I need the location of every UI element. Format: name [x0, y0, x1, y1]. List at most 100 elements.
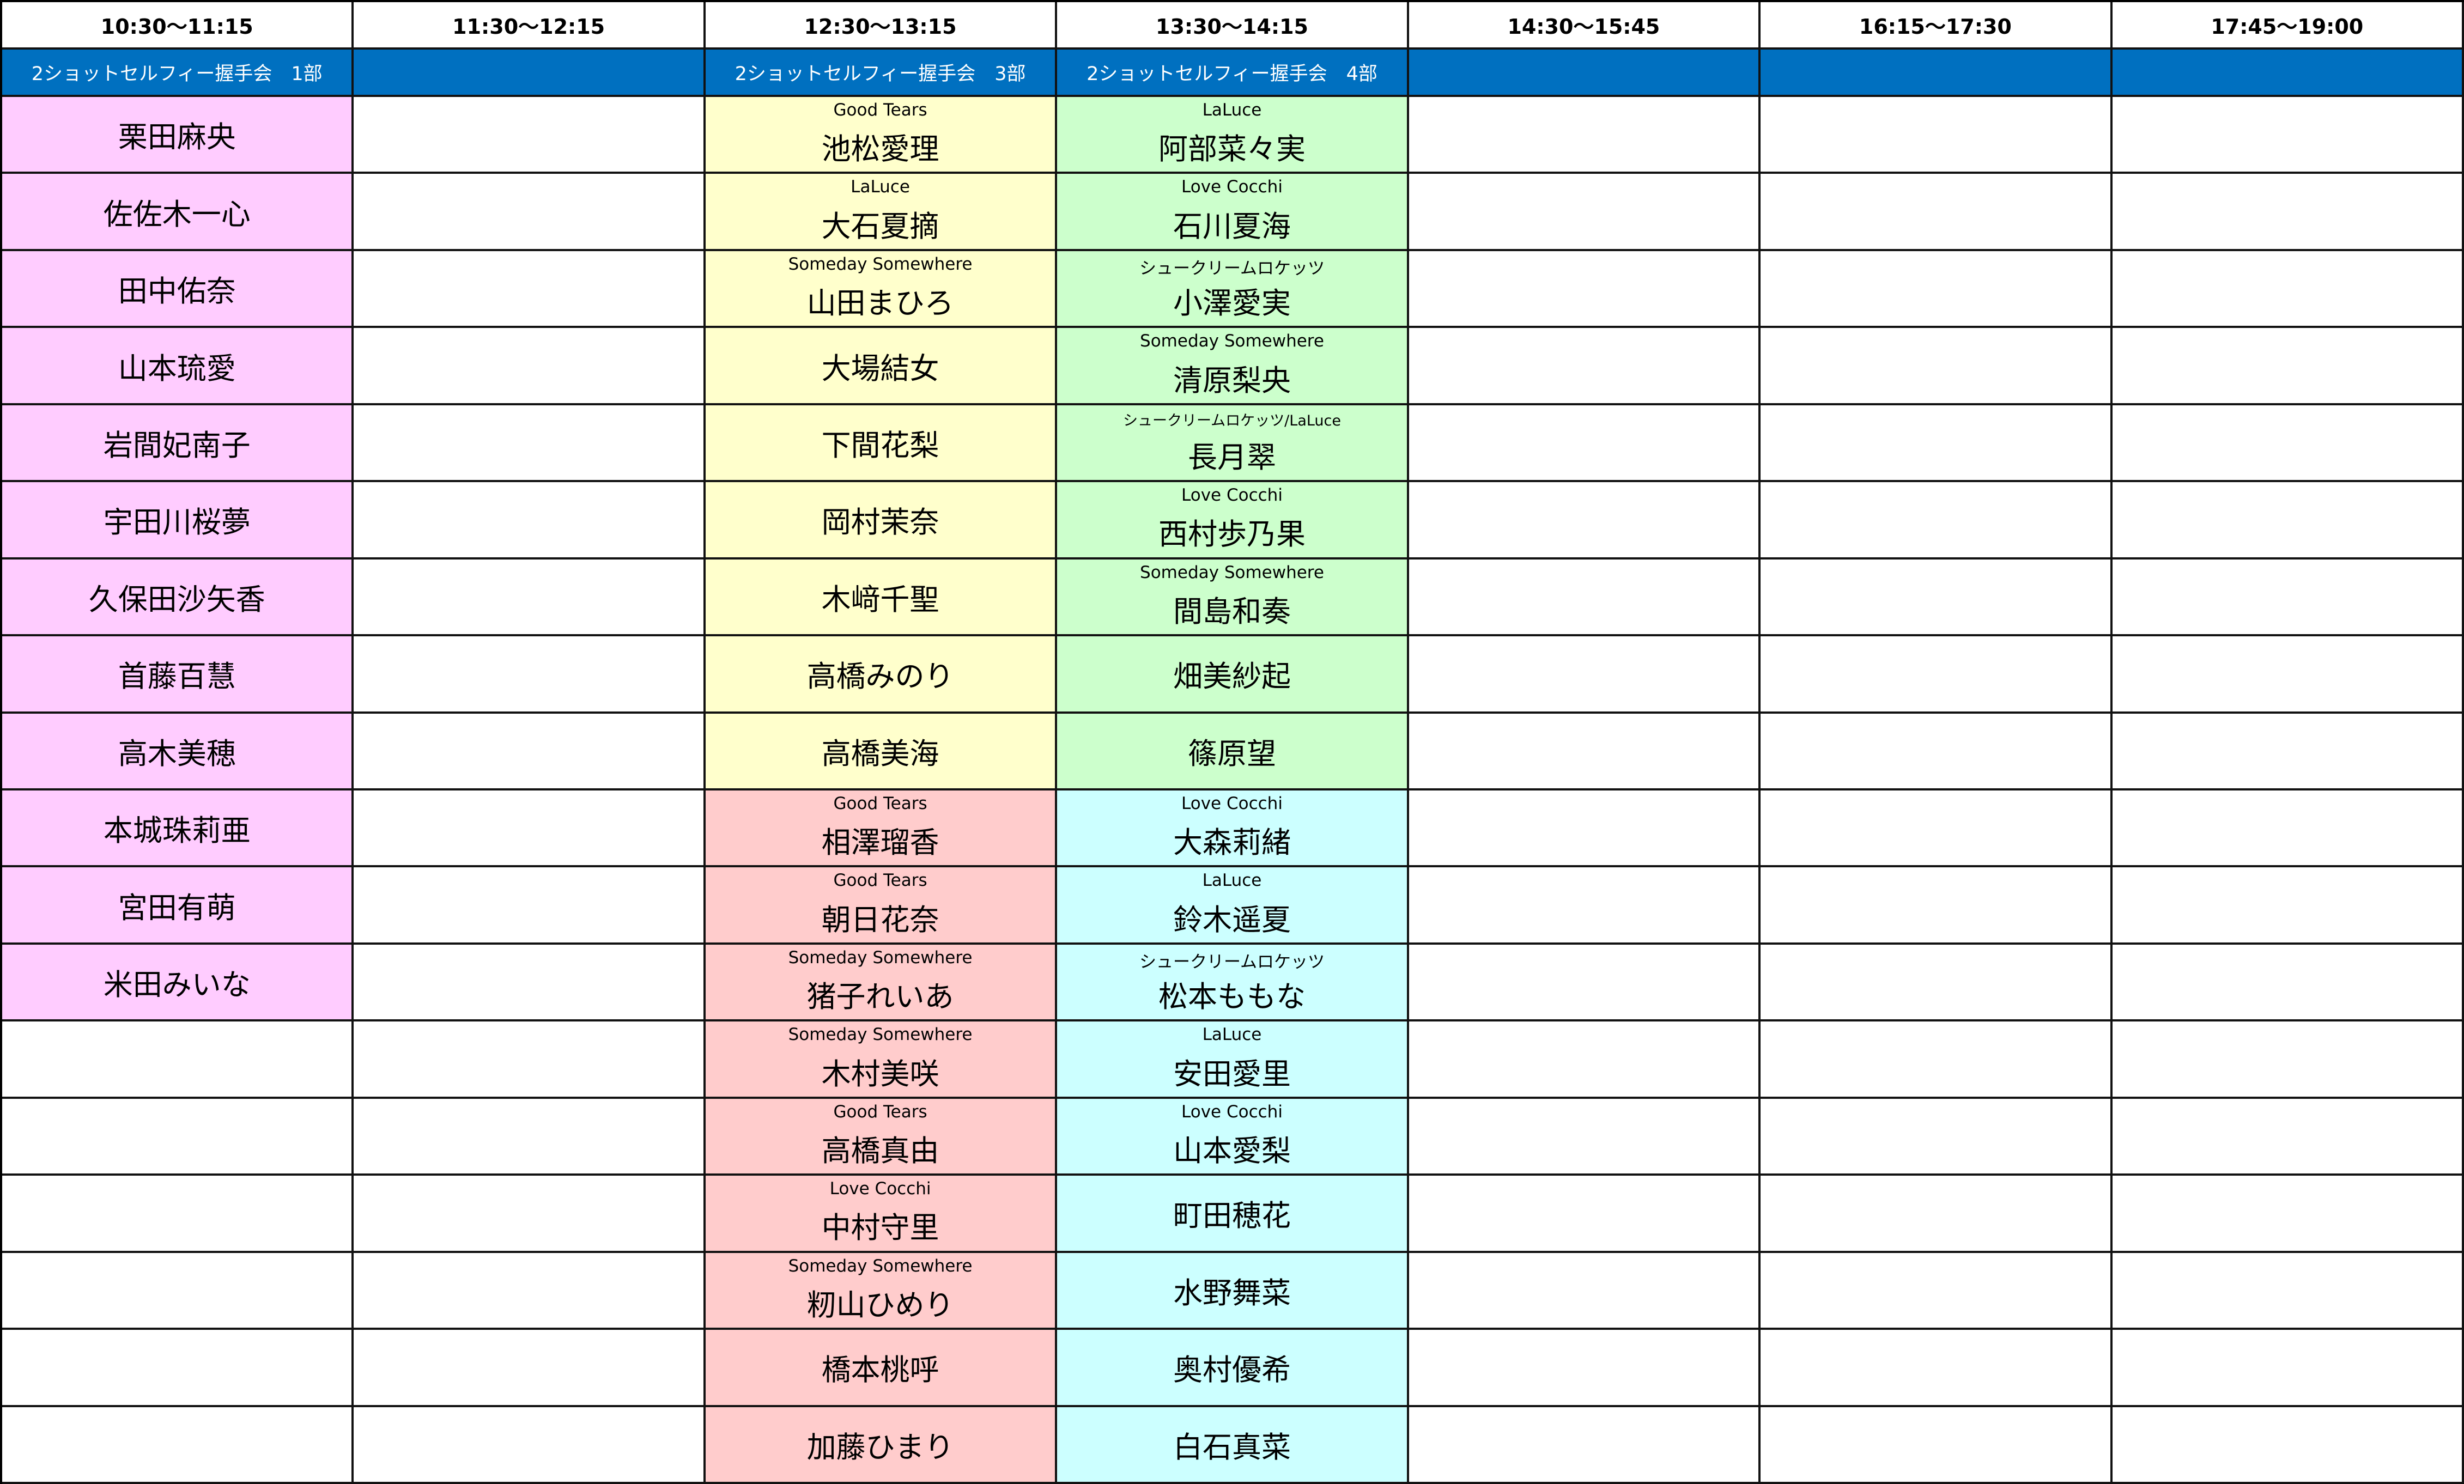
empty-cell — [1409, 1021, 1761, 1099]
empty-cell — [1409, 174, 1761, 251]
group-name: Love Cocchi — [829, 1179, 931, 1199]
empty-cell — [1409, 328, 1761, 405]
member-name: 西村歩乃果 — [1158, 517, 1306, 552]
member-cell: シュークリームロケッツ/LaLuce 長月翠 — [1057, 405, 1409, 483]
empty-cell — [2112, 713, 2464, 790]
empty-cell — [2112, 1098, 2464, 1176]
member-cell: Someday Somewhere 籾山ひめり — [705, 1252, 1058, 1330]
empty-cell — [2112, 482, 2464, 559]
empty-cell — [354, 482, 706, 559]
group-name: Someday Somewhere — [1140, 331, 1324, 351]
empty-cell — [354, 251, 706, 329]
time-slot-header: 12:30〜13:15 — [705, 2, 1058, 50]
member-cell: 田中佑奈 — [2, 251, 354, 329]
empty-cell — [354, 790, 706, 868]
empty-cell — [1409, 251, 1761, 329]
group-name: Someday Somewhere — [788, 1256, 973, 1276]
member-cell: Love Cocchi 西村歩乃果 — [1057, 482, 1409, 559]
empty-cell — [1761, 174, 2113, 251]
empty-cell — [354, 1330, 706, 1407]
empty-cell — [2, 1407, 354, 1484]
member-cell: Love Cocchi 大森莉緒 — [1057, 790, 1409, 868]
member-name: 小澤愛実 — [1173, 286, 1291, 321]
empty-cell — [354, 328, 706, 405]
member-cell: 奥村優希 — [1057, 1330, 1409, 1407]
member-cell: 町田穂花 — [1057, 1176, 1409, 1253]
empty-cell — [2112, 1176, 2464, 1253]
member-cell: 高橋美海 — [705, 713, 1058, 790]
session-label — [1761, 50, 2113, 97]
member-name: 山本琉愛 — [118, 351, 236, 386]
member-cell: Good Tears 高橋真由 — [705, 1098, 1058, 1176]
member-name: 木村美咲 — [821, 1056, 939, 1091]
member-name: 鈴木遥夏 — [1173, 902, 1291, 937]
member-name: 田中佑奈 — [118, 274, 236, 309]
member-name: 清原梨央 — [1173, 363, 1291, 398]
member-name: 中村守里 — [821, 1211, 939, 1245]
empty-cell — [354, 867, 706, 945]
member-name: 山田まひろ — [806, 286, 954, 321]
empty-cell — [2112, 559, 2464, 637]
empty-cell — [2112, 1330, 2464, 1407]
member-cell: 大場結女 — [705, 328, 1058, 405]
member-cell: Someday Somewhere 山田まひろ — [705, 251, 1058, 329]
empty-cell — [1761, 1021, 2113, 1099]
empty-cell — [1409, 944, 1761, 1022]
member-cell: Someday Somewhere 間島和奏 — [1057, 559, 1409, 637]
empty-cell — [354, 636, 706, 714]
empty-cell — [1761, 790, 2113, 868]
group-name: Love Cocchi — [1181, 485, 1283, 506]
member-cell: 佐佐木一心 — [2, 174, 354, 251]
member-cell: 下間花梨 — [705, 405, 1058, 483]
member-name: 宇田川桜夢 — [103, 505, 251, 540]
member-name: 高橋美海 — [821, 736, 939, 771]
member-name: 篠原望 — [1187, 736, 1276, 771]
member-cell: Someday Somewhere 猪子れいあ — [705, 944, 1058, 1022]
empty-cell — [1409, 482, 1761, 559]
member-name: 阿部菜々実 — [1158, 132, 1306, 167]
member-name: 朝日花奈 — [821, 902, 939, 937]
empty-cell — [1409, 1407, 1761, 1484]
group-name: LaLuce — [1202, 100, 1262, 120]
group-name: LaLuce — [851, 177, 910, 197]
empty-cell — [1761, 405, 2113, 483]
member-cell: LaLuce 大石夏摘 — [705, 174, 1058, 251]
time-slot-header: 11:30〜12:15 — [354, 2, 706, 50]
member-name: 松本ももな — [1158, 980, 1306, 1014]
empty-cell — [2112, 251, 2464, 329]
member-name: 岡村茉奈 — [821, 505, 939, 540]
member-cell: Someday Somewhere 木村美咲 — [705, 1021, 1058, 1099]
member-name: 首藤百慧 — [118, 659, 236, 694]
member-cell: シュークリームロケッツ 小澤愛実 — [1057, 251, 1409, 329]
member-cell: 首藤百慧 — [2, 636, 354, 714]
empty-cell — [1409, 790, 1761, 868]
member-name: 畑美紗起 — [1173, 659, 1291, 694]
group-name: Good Tears — [833, 1102, 927, 1122]
empty-cell — [354, 559, 706, 637]
empty-cell — [1409, 97, 1761, 174]
empty-cell — [1761, 867, 2113, 945]
member-cell: 木﨑千聖 — [705, 559, 1058, 637]
empty-cell — [1761, 944, 2113, 1022]
member-cell: Love Cocchi 中村守里 — [705, 1176, 1058, 1253]
member-cell: LaLuce 鈴木遥夏 — [1057, 867, 1409, 945]
session-label: 2ショットセルフィー握手会 1部 — [2, 50, 354, 97]
group-name: シュークリームロケッツ — [1139, 952, 1325, 972]
empty-cell — [1409, 1330, 1761, 1407]
group-name: Good Tears — [833, 871, 927, 891]
member-name: 橋本桃呼 — [821, 1353, 939, 1388]
empty-cell — [2, 1098, 354, 1176]
empty-cell — [2, 1252, 354, 1330]
empty-cell — [1409, 1098, 1761, 1176]
group-name: Someday Somewhere — [788, 1025, 973, 1045]
member-name: 久保田沙矢香 — [88, 582, 265, 617]
member-cell: LaLuce 安田愛里 — [1057, 1021, 1409, 1099]
member-name: 奥村優希 — [1173, 1353, 1291, 1388]
time-slot-header: 13:30〜14:15 — [1057, 2, 1409, 50]
member-cell: 久保田沙矢香 — [2, 559, 354, 637]
member-name: 栗田麻央 — [118, 120, 236, 155]
member-cell: 橋本桃呼 — [705, 1330, 1058, 1407]
member-cell: 宮田有萌 — [2, 867, 354, 945]
empty-cell — [1761, 1098, 2113, 1176]
